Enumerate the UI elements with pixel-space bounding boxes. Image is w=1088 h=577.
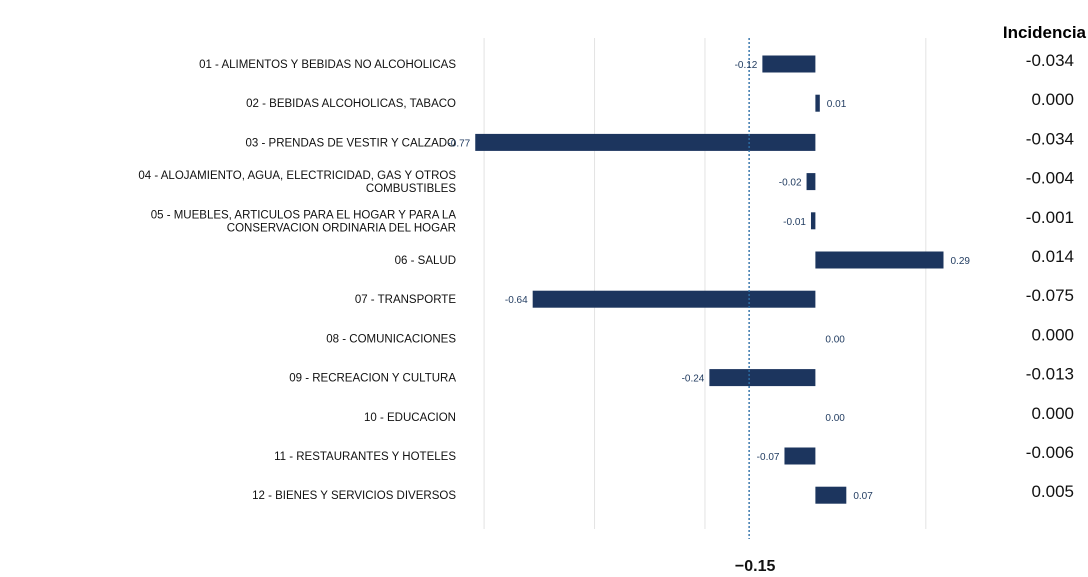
category-label-12: 12 - BIENES Y SERVICIOS DIVERSOS bbox=[252, 490, 456, 502]
bar-1 bbox=[762, 55, 816, 73]
incidencia-header: Incidencia bbox=[1003, 23, 1087, 42]
category-label-2: 02 - BEBIDAS ALCOHOLICAS, TABACO bbox=[246, 98, 456, 110]
category-label-3: 03 - PRENDAS DE VESTIR Y CALZADO bbox=[246, 137, 457, 149]
gridlines bbox=[483, 38, 927, 529]
bar-7 bbox=[532, 290, 816, 308]
incidencia-value-2: 0.000 bbox=[1031, 90, 1074, 109]
incidencia-value-7: -0.075 bbox=[1026, 286, 1074, 305]
category-label-5-line-1: 05 - MUEBLES, ARTICULOS PARA EL HOGAR Y … bbox=[151, 209, 457, 221]
data-label-3: -0.77 bbox=[447, 138, 470, 149]
incidencia-value-8: 0.000 bbox=[1031, 325, 1074, 344]
incidencia-value-3: -0.034 bbox=[1026, 129, 1074, 148]
data-label-4: -0.02 bbox=[779, 178, 802, 189]
incidencia-value-9: -0.013 bbox=[1026, 365, 1074, 384]
data-label-11: -0.07 bbox=[757, 452, 780, 463]
category-label-9: 09 - RECREACION Y CULTURA bbox=[289, 373, 456, 385]
category-label-4-line-2: COMBUSTIBLES bbox=[366, 183, 456, 195]
category-label-7: 07 - TRANSPORTE bbox=[355, 294, 457, 306]
data-label-7: -0.64 bbox=[505, 295, 528, 306]
data-labels: -0.12 0.01 -0.77 -0.02 -0.01 0.29 -0.64 0.00 -0.… bbox=[447, 60, 970, 502]
category-label-11: 11 - RESTAURANTES Y HOTELES bbox=[274, 451, 456, 463]
bar-11 bbox=[784, 447, 816, 465]
category-label-8: 08 - COMUNICACIONES bbox=[326, 333, 456, 345]
data-label-9: -0.24 bbox=[682, 374, 705, 385]
incidencia-value-6: 0.014 bbox=[1031, 247, 1074, 266]
bar-3 bbox=[475, 133, 816, 151]
incidencia-value-5: -0.001 bbox=[1026, 208, 1074, 227]
bar-6 bbox=[815, 251, 944, 269]
incidencia-value-1: -0.034 bbox=[1026, 51, 1074, 70]
data-label-8: 0.00 bbox=[825, 334, 845, 345]
data-label-1: -0.12 bbox=[735, 60, 758, 71]
incidencia-value-11: -0.006 bbox=[1026, 443, 1074, 462]
data-label-6: 0.29 bbox=[950, 256, 970, 267]
category-label-6: 06 - SALUD bbox=[395, 255, 456, 267]
incidencia-value-12: 0.005 bbox=[1031, 482, 1074, 501]
category-label-1: 01 - ALIMENTOS Y BEBIDAS NO ALCOHOLICAS bbox=[199, 59, 456, 71]
reference-line-label: −0.15 bbox=[735, 558, 776, 575]
bar-4 bbox=[806, 173, 816, 191]
incidencia-value-4: -0.004 bbox=[1026, 169, 1074, 188]
data-label-10: 0.00 bbox=[825, 413, 845, 424]
category-labels: 01 - ALIMENTOS Y BEBIDAS NO ALCOHOLICAS 0… bbox=[138, 59, 456, 502]
bar-5 bbox=[810, 212, 816, 230]
data-label-2: 0.01 bbox=[827, 99, 847, 110]
data-label-12: 0.07 bbox=[853, 491, 873, 502]
category-label-5-line-2: CONSERVACION ORDINARIA DEL HOGAR bbox=[227, 222, 456, 234]
bar-12 bbox=[815, 486, 847, 504]
bars bbox=[475, 55, 944, 504]
incidencia-value-10: 0.000 bbox=[1031, 404, 1074, 423]
data-label-5: -0.01 bbox=[783, 217, 806, 228]
incidencia-column: Incidencia -0.034 0.000 -0.034 -0.004 -0.001… bbox=[1003, 23, 1087, 501]
bar-2 bbox=[815, 94, 820, 112]
category-label-4-line-1: 04 - ALOJAMIENTO, AGUA, ELECTRICIDAD, GA… bbox=[138, 170, 456, 182]
bar-9 bbox=[709, 369, 816, 387]
category-label-10: 10 - EDUCACION bbox=[364, 412, 456, 424]
